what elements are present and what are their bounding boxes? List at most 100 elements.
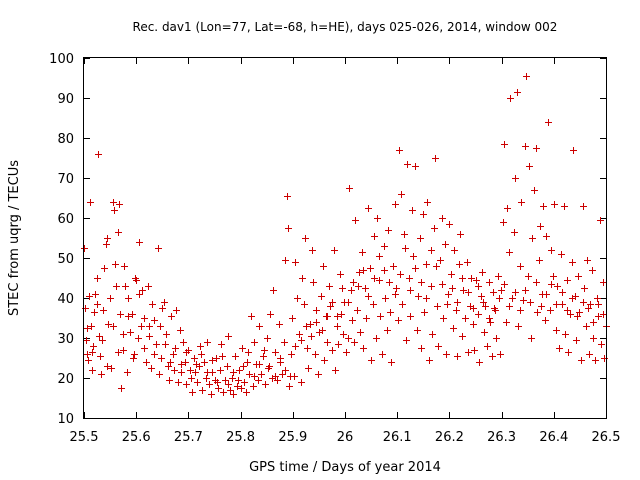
x-tick-label: 26.2 [435, 430, 464, 445]
data-point [168, 313, 175, 320]
x-tick-label: 25.9 [278, 430, 307, 445]
data-point [250, 383, 257, 390]
x-tick-label: 26.4 [539, 430, 568, 445]
data-point [193, 361, 200, 368]
data-point [600, 279, 607, 286]
data-point [478, 293, 485, 300]
data-point [418, 279, 425, 286]
data-point [159, 305, 166, 312]
data-point [481, 329, 488, 336]
data-point [362, 285, 369, 292]
data-point [386, 279, 393, 286]
data-point [509, 295, 516, 302]
data-point [548, 247, 555, 254]
data-point [227, 387, 234, 394]
data-point [379, 351, 386, 358]
data-point [127, 329, 134, 336]
data-point [163, 331, 170, 338]
data-point [170, 351, 177, 358]
data-point [288, 351, 295, 358]
data-point [522, 287, 529, 294]
data-point [345, 335, 352, 342]
data-point [551, 201, 558, 208]
data-point [89, 367, 96, 374]
data-point [581, 285, 588, 292]
data-point [553, 327, 560, 334]
x-axis-label: GPS time / Days of year 2014 [249, 460, 441, 475]
data-point [547, 307, 554, 314]
data-point [357, 329, 364, 336]
data-point [473, 277, 480, 284]
data-point [81, 245, 88, 252]
data-point [414, 327, 421, 334]
data-point [456, 261, 463, 268]
data-point [113, 283, 120, 290]
data-point [377, 313, 384, 320]
axis-ticks [84, 58, 607, 419]
data-point [213, 355, 220, 362]
data-point [309, 247, 316, 254]
data-point [574, 313, 581, 320]
data-point [136, 239, 143, 246]
data-point [327, 303, 334, 310]
data-point [363, 315, 370, 322]
data-point [313, 307, 320, 314]
data-point [429, 331, 436, 338]
data-point [401, 231, 408, 238]
data-point [110, 199, 117, 206]
data-point [256, 361, 263, 368]
y-tick-label: 50 [57, 252, 74, 267]
data-point [506, 249, 513, 256]
data-point [277, 355, 284, 362]
data-point [208, 391, 215, 398]
data-point [428, 283, 435, 290]
data-point [199, 387, 206, 394]
data-point [559, 289, 566, 296]
data-point [497, 351, 504, 358]
data-point [136, 291, 143, 298]
data-point [135, 335, 142, 342]
data-point [215, 385, 222, 392]
data-point [376, 253, 383, 260]
data-point [371, 275, 378, 282]
data-point [354, 307, 361, 314]
data-point [239, 345, 246, 352]
data-point [569, 295, 576, 302]
data-point [166, 377, 173, 384]
data-point [248, 313, 255, 320]
data-point [517, 263, 524, 270]
data-point [222, 377, 229, 384]
data-point [296, 331, 303, 338]
data-point [177, 327, 184, 334]
data-point [232, 353, 239, 360]
data-point [173, 307, 180, 314]
data-point [124, 369, 131, 376]
data-point [131, 351, 138, 358]
data-point [335, 341, 342, 348]
data-point [355, 283, 362, 290]
data-point [94, 275, 101, 282]
y-tick-label: 40 [57, 292, 74, 307]
data-point [187, 367, 194, 374]
data-point [382, 295, 389, 302]
data-point [329, 347, 336, 354]
data-point [531, 187, 538, 194]
data-point [428, 247, 435, 254]
data-point [87, 199, 94, 206]
data-points [81, 73, 610, 398]
data-point [229, 375, 236, 382]
data-point [409, 207, 416, 214]
data-point [446, 221, 453, 228]
data-point [183, 381, 190, 388]
data-point [251, 339, 258, 346]
x-tick-label: 25.5 [70, 430, 99, 445]
data-point [470, 305, 477, 312]
data-point [397, 271, 404, 278]
data-point [167, 359, 174, 366]
data-point [387, 309, 394, 316]
data-point [486, 315, 493, 322]
data-point [439, 281, 446, 288]
data-point [595, 301, 602, 308]
data-point [503, 319, 510, 326]
